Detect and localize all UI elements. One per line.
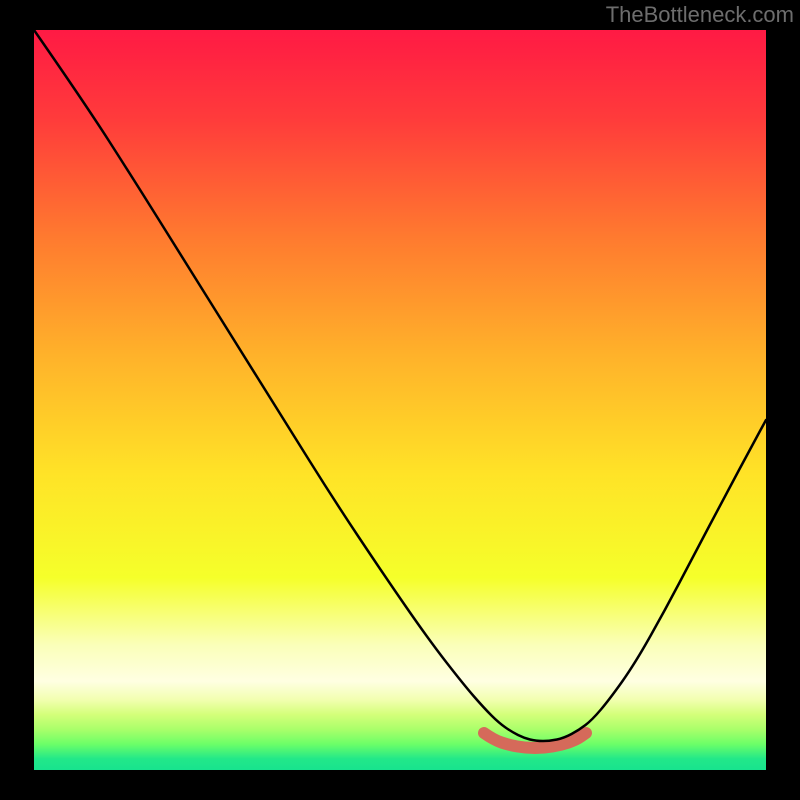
frame-bottom (0, 770, 800, 800)
chart-root: TheBottleneck.com (0, 0, 800, 800)
frame-right (766, 0, 800, 800)
frame-left (0, 0, 34, 800)
chart-svg (0, 0, 800, 800)
plot-background (34, 30, 766, 770)
watermark-label: TheBottleneck.com (606, 2, 794, 28)
